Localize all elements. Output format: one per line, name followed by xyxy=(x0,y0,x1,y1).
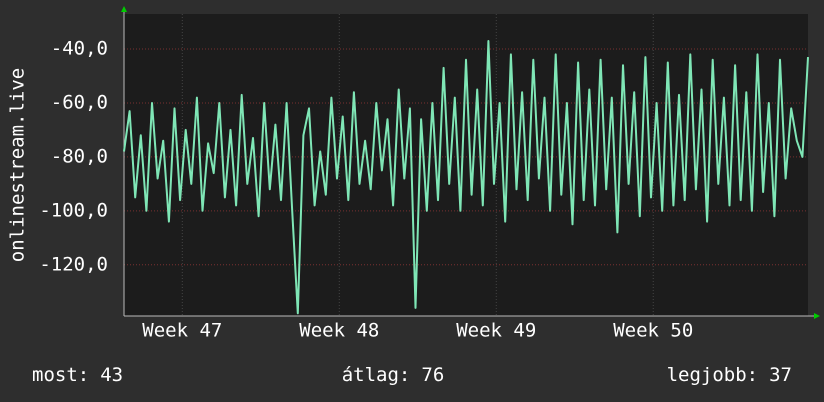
x-tick-label: Week 47 xyxy=(142,320,222,342)
y-tick-label: -100,0 xyxy=(39,199,108,221)
x-tick-label: Week 48 xyxy=(299,320,379,342)
footer-value: 43 xyxy=(100,364,123,386)
x-tick-label: Week 50 xyxy=(613,320,693,342)
y-tick-label: -80,0 xyxy=(51,145,108,167)
x-arrow xyxy=(814,313,820,319)
y-arrow xyxy=(121,6,127,12)
footer-stat: most: 43 xyxy=(32,364,123,386)
footer-label: átlag: xyxy=(342,364,411,386)
data-line xyxy=(123,40,809,315)
footer-label: legjobb: xyxy=(667,364,759,386)
x-tick-label: Week 49 xyxy=(456,320,536,342)
footer-value: 76 xyxy=(421,364,444,386)
y-tick-label: -120,0 xyxy=(39,253,108,275)
footer-stat: átlag: 76 xyxy=(342,364,445,386)
footer-value: 37 xyxy=(769,364,792,386)
footer-label: most: xyxy=(32,364,89,386)
y-axis-label: onlinestream.live xyxy=(7,68,29,262)
y-tick-label: -40,0 xyxy=(51,38,108,60)
footer-stat: legjobb: 37 xyxy=(667,364,792,386)
y-tick-label: -60,0 xyxy=(51,91,108,113)
